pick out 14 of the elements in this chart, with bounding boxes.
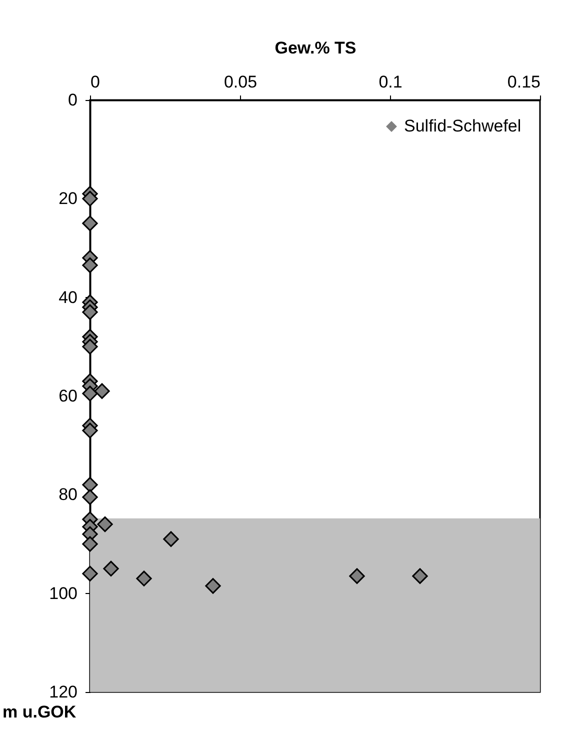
legend-label: Sulfid-Schwefel [404,116,522,136]
y-tick-label: 120 [49,682,78,702]
y-tick-label: 0 [68,90,78,110]
x-tick-label: 0.1 [378,72,402,92]
x-tick-label: 0.15 [507,72,540,92]
y-axis-title: m u.GOK [2,702,77,722]
x-tick-label: 0 [90,72,100,92]
y-tick-label: 40 [58,288,78,307]
x-tick-label: 0.05 [224,72,258,92]
x-axis-title: Gew.% TS [274,38,356,58]
y-tick-label: 20 [58,189,78,208]
y-tick-label: 100 [49,584,78,603]
y-tick-label: 80 [58,485,78,504]
y-tick-label: 60 [58,386,78,406]
